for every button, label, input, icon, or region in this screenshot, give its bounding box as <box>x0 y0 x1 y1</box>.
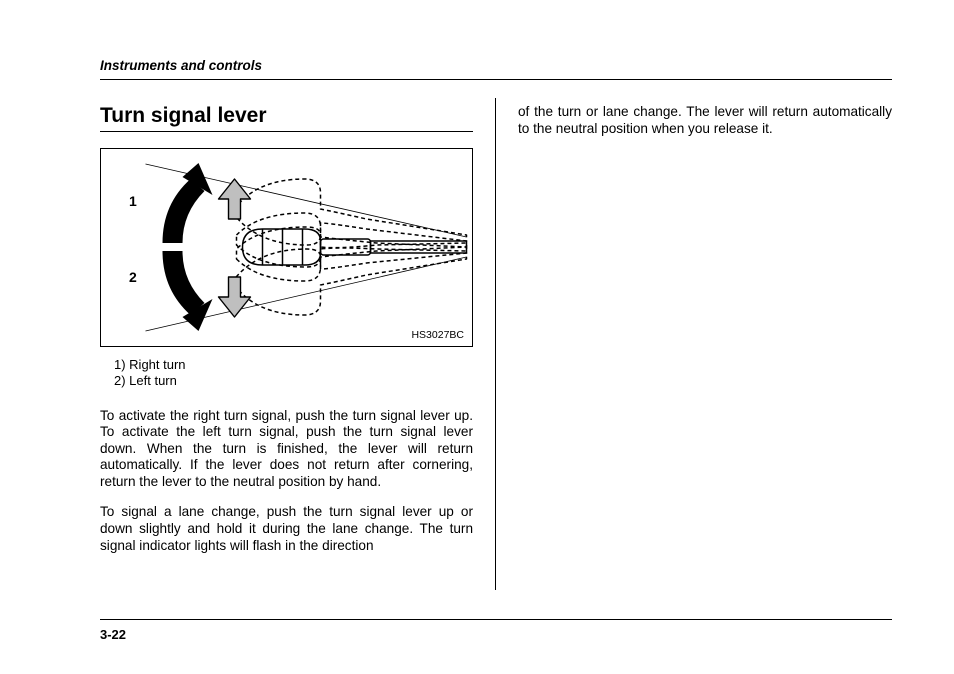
legend-item-1: 1) Right turn <box>114 357 473 373</box>
figure-legend: 1) Right turn 2) Left turn <box>114 357 473 390</box>
callout-2: 2 <box>129 269 137 285</box>
figure-svg <box>101 149 472 346</box>
paragraph-2: To signal a lane change, push the turn s… <box>100 504 473 554</box>
paragraph-1: To activate the right turn signal, push … <box>100 408 473 491</box>
figure-code: HS3027BC <box>411 329 464 341</box>
title-rule <box>100 131 473 132</box>
right-column: of the turn or lane change. The lever wi… <box>496 98 892 590</box>
paragraph-3: of the turn or lane change. The lever wi… <box>518 104 892 137</box>
legend-item-2: 2) Left turn <box>114 373 473 389</box>
footer-rule <box>100 619 892 620</box>
two-column-layout: Turn signal lever <box>100 98 892 590</box>
left-column: Turn signal lever <box>100 98 496 590</box>
running-header: Instruments and controls <box>100 58 892 73</box>
header-rule <box>100 79 892 80</box>
callout-1: 1 <box>129 193 137 209</box>
figure-turn-signal-lever: 1 2 HS3027BC <box>100 148 473 347</box>
manual-page: Instruments and controls Turn signal lev… <box>0 0 954 674</box>
page-number: 3-22 <box>100 627 126 642</box>
section-title: Turn signal lever <box>100 104 473 128</box>
